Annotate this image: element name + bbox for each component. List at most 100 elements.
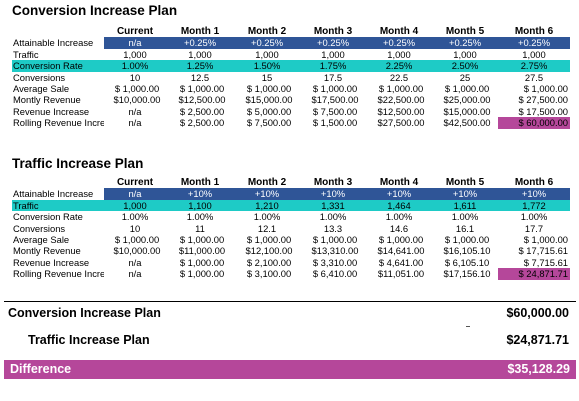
cell-month-4: $ 1,000.00: [366, 83, 432, 94]
money-value: $16,105.10: [443, 245, 491, 257]
cell-month-2: 1,210: [234, 199, 300, 212]
money-value: $12,100.00: [245, 245, 293, 257]
row-label: Conversion Rate: [12, 60, 104, 72]
cell-month-4: $22,500.00: [366, 94, 432, 105]
traffic-row-conversions: Conversions 10 11 12.1 13.3 14.6 16.1 17.7: [12, 223, 570, 234]
money-value: $ 1,000.00: [246, 234, 292, 246]
traffic-header-current: Current: [116, 177, 154, 188]
money-value: $ 1,000.00: [444, 234, 490, 246]
cell-month-5: $ 1,000.00: [432, 83, 498, 94]
traffic-header-month-2: Month 2: [247, 177, 287, 188]
money-value: $ 1,000.00: [378, 83, 424, 95]
money-value: $ 2,100.00: [246, 256, 292, 268]
traffic-header-row: Current Month 1 Month 2 Month 3 Month 4 Month…: [12, 177, 570, 188]
cell-month-6: +10%: [498, 188, 570, 200]
cell-month-6: $ 60,000.00: [498, 117, 570, 129]
cell-month-2: 1,000: [255, 48, 279, 60]
cell-month-6: +0.25%: [498, 37, 570, 49]
cell-month-5: 2.50%: [432, 60, 498, 72]
cell-month-5: +0.25%: [432, 37, 498, 49]
money-value: $ 7,500.00: [246, 117, 292, 129]
money-value: $10,000.00: [113, 245, 161, 257]
cell-month-3: +0.25%: [300, 37, 366, 49]
cell-month-1: 11: [195, 222, 205, 234]
summary-traffic-value: $24,871.71: [506, 333, 569, 347]
conversion-header-blank: [12, 26, 104, 37]
cell-current: 10: [129, 71, 141, 83]
row-label: Average Sale: [13, 234, 70, 246]
traffic-header-month-6: Month 6: [514, 177, 554, 188]
cell-month-6: 1.00%: [520, 211, 548, 223]
row-label: Revenue Increase: [13, 105, 90, 117]
traffic-plan-title: Traffic Increase Plan: [12, 156, 144, 171]
row-label: Conversions: [13, 71, 66, 83]
traffic-header-blank: [12, 177, 104, 188]
money-value: $10,000.00: [113, 94, 161, 106]
cell-month-3: $ 1,000.00: [300, 234, 366, 245]
money-value: $27,500.00: [377, 117, 425, 129]
conversion-row-revenue-increase: Revenue Increase n/a $ 2,500.00 $ 5,000.00 $…: [12, 106, 570, 117]
traffic-row-montly-revenue: Montly Revenue $10,000.00 $11,000.00 $12,10…: [12, 245, 570, 256]
summary-conversion-value: $60,000.00: [506, 306, 569, 320]
money-value: $ 1,000.00: [312, 234, 358, 246]
conversion-header-current: Current: [116, 26, 154, 37]
cell-month-4: $27,500.00: [366, 117, 432, 128]
cell-month-5: $25,000.00: [432, 94, 498, 105]
cell-month-1: 1.00%: [186, 211, 214, 223]
cell-current: n/a: [104, 37, 166, 49]
cell-current: $10,000.00: [104, 94, 166, 105]
money-value: $ 2,500.00: [179, 105, 225, 117]
money-value: $ 2,500.00: [179, 117, 225, 129]
cell-month-4: +0.25%: [366, 37, 432, 49]
cell-month-5: $16,105.10: [432, 245, 498, 256]
cell-month-4: $ 4,641.00: [366, 257, 432, 268]
cell-month-4: 2.25%: [366, 60, 432, 72]
cell-month-6: 1,000: [522, 48, 546, 60]
cell-month-4: $ 1,000.00: [366, 234, 432, 245]
cell-month-3: 1,331: [300, 199, 366, 212]
cell-month-4: $11,051.00: [366, 268, 432, 279]
cell-month-2: $ 1,000.00: [234, 83, 300, 94]
cell-month-2: $ 2,100.00: [234, 257, 300, 268]
cell-month-3: $ 3,310.00: [300, 257, 366, 268]
cell-month-4: $14,641.00: [366, 245, 432, 256]
money-value: $ 1,000.00: [179, 256, 225, 268]
money-value: $ 1,500.00: [312, 117, 358, 129]
cell-month-1: 12.5: [190, 71, 210, 83]
money-value: $ 1,000.00: [523, 83, 568, 95]
traffic-plan-table: Current Month 1 Month 2 Month 3 Month 4 Month…: [12, 177, 570, 280]
traffic-header-month-1: Month 1: [180, 177, 220, 188]
money-value: $ 3,100.00: [246, 268, 292, 280]
cell-month-2: $ 1,000.00: [234, 234, 300, 245]
money-value: $12,500.00: [178, 94, 226, 106]
conversion-plan-title: Conversion Increase Plan: [12, 3, 178, 18]
cell-month-1: 1.25%: [166, 60, 234, 72]
difference-label: Difference: [10, 362, 72, 376]
traffic-row-rolling-revenue-incre: Rolling Revenue Incre n/a $ 1,000.00 $ 3,10…: [12, 268, 570, 280]
difference-value: $35,128.29: [507, 362, 570, 376]
row-label: Conversion Rate: [13, 211, 83, 223]
cell-month-1: +0.25%: [166, 37, 234, 49]
money-value: $15,000.00: [245, 94, 293, 106]
row-label: Average Sale: [13, 83, 70, 95]
cell-month-3: +10%: [300, 188, 366, 200]
cell-month-3: $ 1,000.00: [300, 83, 366, 94]
traffic-header-month-4: Month 4: [379, 177, 419, 188]
cell-current: n/a: [104, 188, 166, 200]
cell-month-6: $ 17,500.00: [498, 106, 570, 117]
cell-month-2: 1.50%: [234, 60, 300, 72]
cell-month-3: 1.75%: [300, 60, 366, 72]
conversion-header-month-5: Month 5: [445, 26, 485, 37]
money-value: $15,000.00: [443, 105, 491, 117]
row-label: Montly Revenue: [13, 94, 81, 106]
traffic-header-month-3: Month 3: [313, 177, 353, 188]
conversion-header-month-1: Month 1: [180, 26, 220, 37]
cell-month-3: 13.3: [323, 222, 343, 234]
cell-month-3: $17,500.00: [300, 94, 366, 105]
cell-month-6: $ 1,000.00: [498, 234, 570, 245]
money-value: $11,000.00: [178, 245, 226, 257]
cell-current: $10,000.00: [104, 245, 166, 256]
cell-month-2: 15: [261, 71, 273, 83]
cell-month-6: 27.5: [524, 71, 544, 83]
cell-month-3: 1.00%: [319, 211, 347, 223]
